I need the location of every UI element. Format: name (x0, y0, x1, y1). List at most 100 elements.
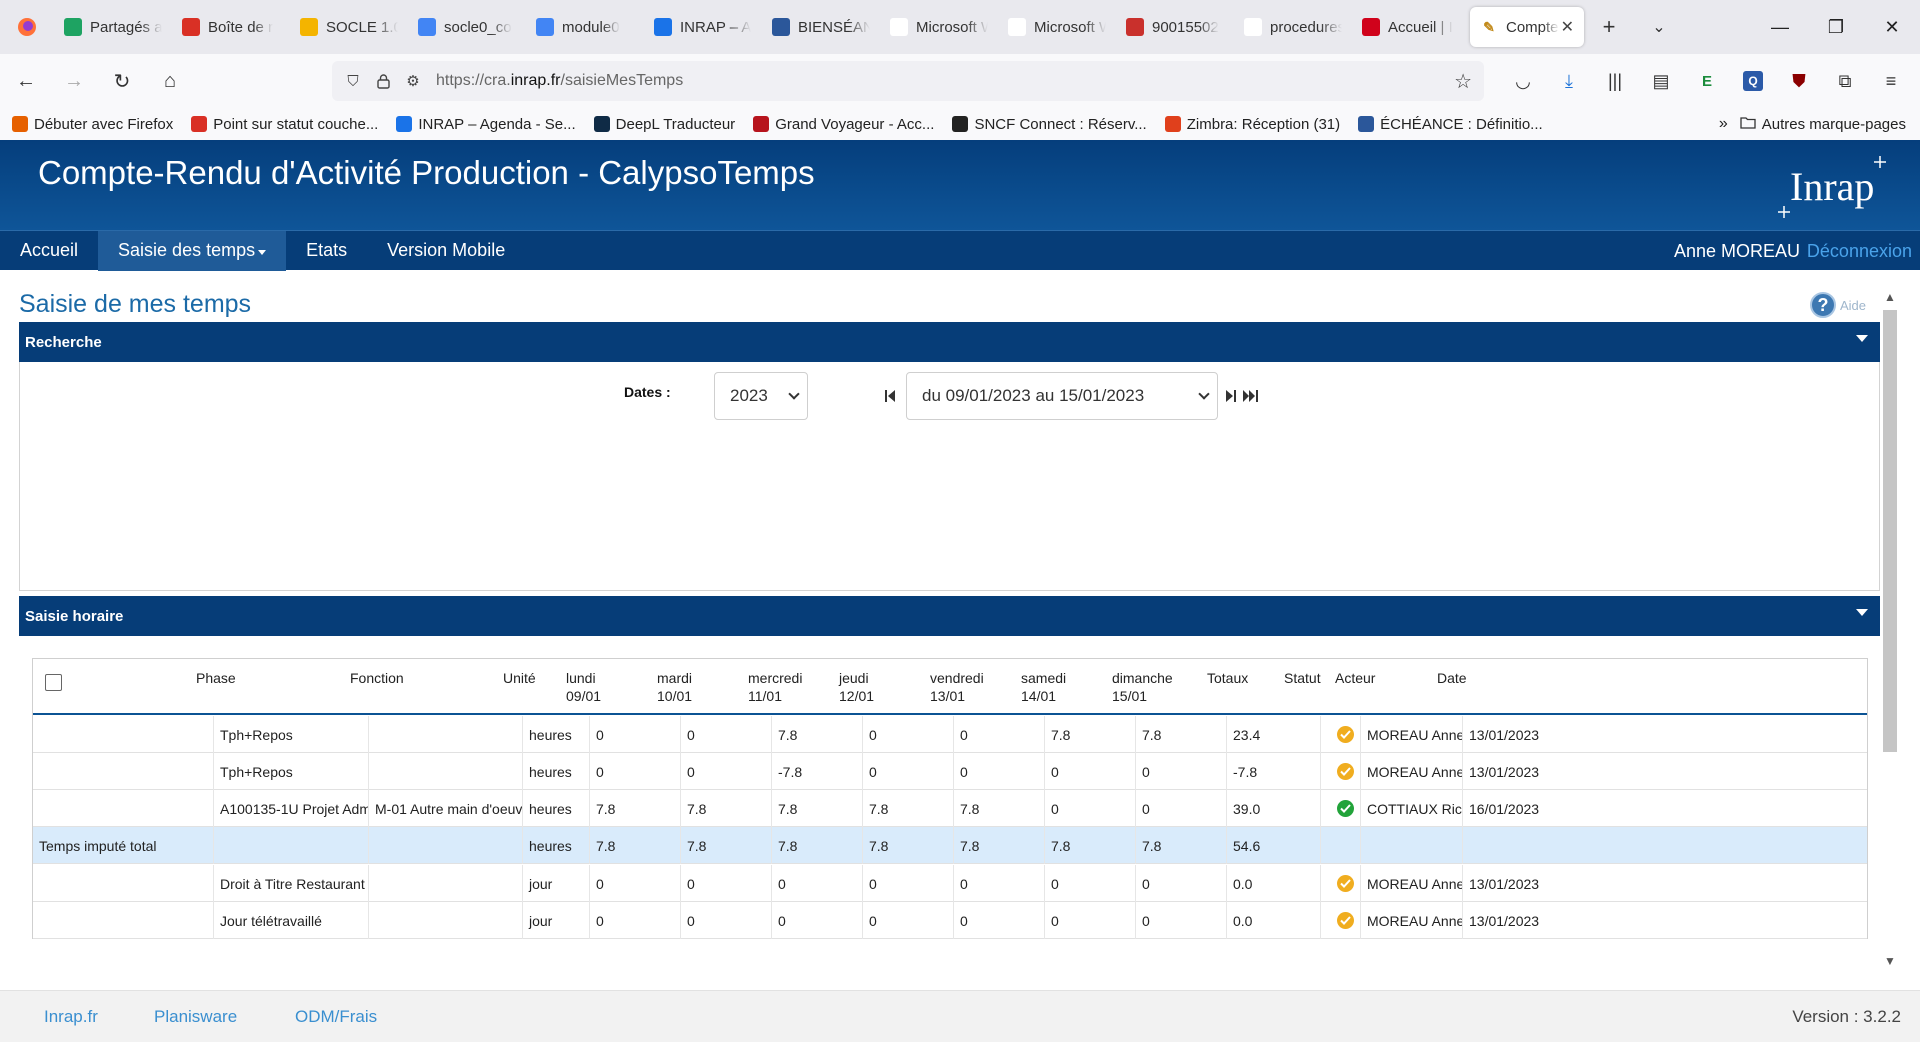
bookmark-item[interactable]: Grand Voyageur - Acc... (741, 116, 940, 133)
pocket-icon[interactable]: ◡ (1515, 70, 1531, 91)
footer-link-planisware[interactable]: Planisware (154, 1007, 238, 1026)
help-button[interactable]: ? Aide (1810, 292, 1866, 318)
day-value-cell[interactable]: 0 (771, 902, 862, 939)
browser-tab[interactable]: procedures_fo (1234, 7, 1352, 47)
year-select[interactable]: 2023 (714, 372, 808, 420)
footer-link-odm[interactable]: ODM/Frais (295, 1007, 378, 1026)
next-week-button[interactable] (1225, 388, 1237, 404)
day-value-cell[interactable]: 0 (589, 902, 680, 939)
day-value-cell[interactable]: 0 (589, 865, 680, 902)
day-value-cell[interactable]: 7.8 (1135, 716, 1226, 753)
week-select[interactable]: du 09/01/2023 au 15/01/2023 (906, 372, 1218, 420)
bookmark-item[interactable]: DeepL Traducteur (582, 116, 742, 133)
day-value-cell[interactable]: 0 (862, 716, 953, 753)
minimize-button[interactable]: — (1771, 16, 1789, 37)
browser-tab[interactable]: Microsoft Wo (880, 7, 998, 47)
day-value-cell[interactable]: 0 (1044, 902, 1135, 939)
table-row[interactable]: Droit à Titre Restaurant jour 0 0 0 0 0 0 0 0.0 MO… (33, 865, 1867, 902)
column-header[interactable]: mardi 10/01 (657, 669, 692, 705)
restore-button[interactable]: ❐ (1827, 16, 1845, 37)
day-value-cell[interactable]: 0 (953, 753, 1044, 790)
bookmark-item[interactable]: ÉCHÉANCE : Définitio... (1346, 116, 1549, 133)
other-bookmarks[interactable]: Autres marque-pages (1761, 115, 1906, 133)
browser-tab[interactable]: Accueil | I (1352, 7, 1470, 47)
column-header[interactable]: Statut (1284, 669, 1321, 687)
column-header[interactable]: mercredi 11/01 (748, 669, 802, 705)
day-value-cell[interactable]: 0 (1135, 902, 1226, 939)
day-value-cell[interactable]: 7.8 (771, 790, 862, 827)
day-value-cell[interactable]: 0 (1044, 865, 1135, 902)
column-header[interactable]: Phase (196, 669, 236, 687)
table-row[interactable]: Jour télétravaillé jour 0 0 0 0 0 0 0 0.0 MOREAU A… (33, 902, 1867, 939)
column-header[interactable]: Date (1437, 669, 1467, 687)
day-value-cell[interactable]: 0 (862, 865, 953, 902)
day-value-cell[interactable]: 0 (771, 865, 862, 902)
reader-icon[interactable]: ▤ (1652, 70, 1670, 91)
hours-panel-header[interactable]: Saisie horaire (19, 596, 1880, 636)
day-value-cell[interactable]: 0 (680, 865, 771, 902)
table-row[interactable]: A100135-1U Projet AdministM-01 Autre mai… (33, 790, 1867, 827)
lock-icon[interactable] (368, 73, 398, 89)
day-value-cell[interactable]: 0 (680, 753, 771, 790)
extension-e-icon[interactable]: E (1701, 72, 1712, 90)
extensions-icon[interactable]: ⧉ (1838, 70, 1852, 91)
scrollbar-thumb[interactable] (1883, 310, 1897, 752)
day-value-cell[interactable]: 0 (862, 902, 953, 939)
scroll-down-icon[interactable]: ▼ (1884, 954, 1896, 968)
column-header[interactable]: Totaux (1207, 669, 1248, 687)
browser-tab[interactable]: socle0_co (408, 7, 526, 47)
day-value-cell[interactable]: 0 (1135, 753, 1226, 790)
day-value-cell[interactable]: 7.8 (771, 716, 862, 753)
column-header[interactable]: dimanche 15/01 (1112, 669, 1173, 705)
new-tab-button[interactable]: + (1602, 14, 1616, 39)
close-tab-icon[interactable]: ✕ (1560, 19, 1574, 36)
select-all-checkbox[interactable] (45, 674, 62, 691)
menu-item[interactable]: Etats (286, 231, 367, 271)
firefox-menu-icon[interactable] (0, 0, 54, 54)
day-value-cell[interactable]: 0 (1044, 753, 1135, 790)
browser-tab[interactable]: 90015502 (1116, 7, 1234, 47)
day-value-cell[interactable]: -7.8 (771, 753, 862, 790)
search-panel-header[interactable]: Recherche (19, 322, 1880, 362)
ublock-icon[interactable]: ⛊ (1792, 70, 1806, 91)
table-row[interactable]: Tph+Repos heures 0 0 -7.8 0 0 0 0 -7.8 MOREAU Anne… (33, 753, 1867, 790)
url-bar[interactable]: ⛉ ⚙ https://cra.inrap.fr/saisieMesTemps … (332, 61, 1484, 101)
day-value-cell[interactable]: 0 (680, 716, 771, 753)
scroll-up-icon[interactable]: ▲ (1884, 290, 1896, 304)
browser-tab[interactable]: INRAP – A (644, 7, 762, 47)
bookmark-item[interactable]: Zimbra: Réception (31) (1153, 116, 1346, 133)
app-menu-icon[interactable]: ≡ (1885, 70, 1897, 91)
column-header[interactable]: Unité (503, 669, 536, 687)
extension-q-icon[interactable]: Q (1730, 71, 1776, 91)
menu-item[interactable]: Accueil (0, 231, 98, 271)
bookmark-item[interactable]: Point sur statut couche... (179, 116, 384, 133)
day-value-cell[interactable]: 0 (953, 716, 1044, 753)
close-window-button[interactable]: ✕ (1884, 16, 1900, 37)
last-week-button[interactable] (1242, 388, 1260, 404)
column-header[interactable]: Fonction (350, 669, 404, 687)
list-tabs-button[interactable]: ⌄ (1652, 19, 1666, 36)
home-button[interactable]: ⌂ (163, 69, 177, 92)
column-header[interactable]: samedi 14/01 (1021, 669, 1066, 705)
collapse-caret-icon[interactable] (1856, 335, 1868, 342)
bookmark-item[interactable]: Débuter avec Firefox (0, 116, 179, 133)
day-value-cell[interactable]: 0 (953, 902, 1044, 939)
table-row[interactable]: Tph+Repos heures 0 0 7.8 0 0 7.8 7.8 23.4 MOREAU A… (33, 716, 1867, 753)
footer-link-inrap[interactable]: Inrap.fr (44, 1007, 98, 1026)
day-value-cell[interactable]: 7.8 (680, 790, 771, 827)
browser-tab[interactable]: SOCLE 1.0 (290, 7, 408, 47)
bookmark-star-icon[interactable]: ☆ (1454, 70, 1472, 93)
forward-button[interactable]: → (64, 69, 84, 92)
browser-tab[interactable]: BIENSÉAN (762, 7, 880, 47)
day-value-cell[interactable]: 7.8 (862, 790, 953, 827)
reload-button[interactable]: ↻ (113, 70, 131, 93)
menu-item[interactable]: Saisie des temps (98, 230, 287, 271)
bookmark-item[interactable]: SNCF Connect : Réserv... (940, 116, 1152, 133)
day-value-cell[interactable]: 0 (953, 865, 1044, 902)
more-bookmarks-icon[interactable]: » (1718, 115, 1728, 132)
permissions-icon[interactable]: ⚙ (406, 73, 420, 90)
total-row[interactable]: Temps imputé total heures 7.8 7.8 7.8 7.8 7.8 7… (33, 827, 1867, 864)
day-value-cell[interactable]: 0 (1044, 790, 1135, 827)
browser-tab[interactable]: module0 (526, 7, 644, 47)
day-value-cell[interactable]: 0 (589, 716, 680, 753)
